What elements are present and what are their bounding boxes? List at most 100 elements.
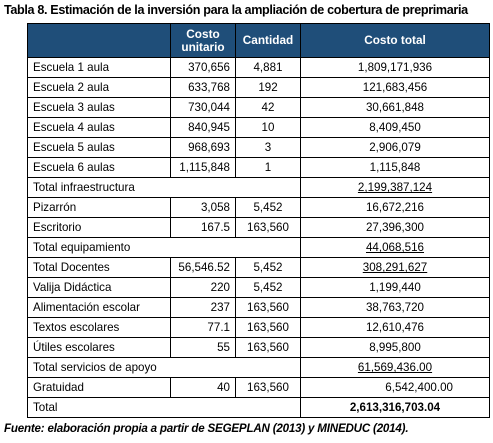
row-unit-cost-text: 40 <box>217 381 230 394</box>
row-label: Valija Didáctica <box>27 277 171 298</box>
table-header-row: Costo unitario Cantidad Costo total <box>27 23 490 58</box>
investment-table: Costo unitario Cantidad Costo total Escu… <box>27 23 490 418</box>
row-grand-total-text: 2,613,316,703.04 <box>349 401 441 414</box>
row-label-text: Alimentación escolar <box>33 301 140 314</box>
table-row: Escuela 2 aula 633,768 192 121,683,456 <box>27 77 490 98</box>
row-unit-cost-text: 55 <box>217 341 230 354</box>
row-quantity: 163,560 <box>235 217 301 238</box>
row-quantity: 163,560 <box>235 337 301 358</box>
row-label: Escuela 2 aula <box>27 77 171 98</box>
row-total-cost: 308,291,627 <box>300 257 490 278</box>
row-unit-cost: 56,546.52 <box>170 257 236 278</box>
row-label-text: Total equipamiento <box>33 241 131 254</box>
row-label: Escuela 4 aulas <box>27 117 171 138</box>
row-label-text: Valija Didáctica <box>33 281 112 294</box>
row-label-text: Escuela 6 aulas <box>33 161 115 174</box>
row-total-cost-text: 16,672,216 <box>365 201 425 214</box>
row-label-text: Pizarrón <box>33 201 77 214</box>
row-unit-cost: 730,044 <box>170 97 236 118</box>
row-total-cost-text: 6,542,400.00 <box>385 381 453 394</box>
row-quantity-text: 10 <box>261 121 275 134</box>
row-quantity: 5,452 <box>235 277 301 298</box>
row-label: Escritorio <box>27 217 171 238</box>
table-row: Total 2,613,316,703.04 <box>27 397 490 418</box>
row-total-cost-text: 8,995,800 <box>369 341 421 354</box>
row-unit-cost-text: 968,693 <box>188 141 230 154</box>
row-quantity-text: 5,452 <box>253 201 283 214</box>
row-unit-cost-text: 370,656 <box>188 61 230 74</box>
row-label-text: Escuela 2 aula <box>33 81 110 94</box>
row-label: Alimentación escolar <box>27 297 171 318</box>
table-row: Escuela 1 aula 370,656 4,881 1,809,171,936 <box>27 57 490 78</box>
row-label-text: Total <box>33 401 58 414</box>
table-row: Total servicios de apoyo 61,569,436.00 <box>27 357 490 378</box>
row-quantity: 42 <box>235 97 301 118</box>
row-label: Textos escolares <box>27 317 171 338</box>
row-quantity: 4,881 <box>235 57 301 78</box>
row-label: Total servicios de apoyo <box>27 357 301 378</box>
table-row: Gratuidad 40 163,560 6,542,400.00 <box>27 377 490 398</box>
row-label: Total <box>27 397 301 418</box>
row-total-cost: 1,199,440 <box>300 277 490 298</box>
table-source-note: Fuente: elaboración propia a partir de S… <box>4 422 409 435</box>
row-total-cost-text: 121,683,456 <box>362 81 428 94</box>
row-total-cost-text: 308,291,627 <box>362 261 428 274</box>
row-quantity-text: 42 <box>261 101 275 114</box>
row-label-text: Total infraestructura <box>33 181 135 194</box>
row-unit-cost: 633,768 <box>170 77 236 98</box>
row-unit-cost-text: 633,768 <box>188 81 230 94</box>
row-label: Total Docentes <box>27 257 171 278</box>
row-total-cost-text: 12,610,476 <box>365 321 425 334</box>
row-total-cost-text: 2,906,079 <box>369 141 421 154</box>
table-row: Escritorio 167.5 163,560 27,396,300 <box>27 217 490 238</box>
row-grand-total: 2,613,316,703.04 <box>300 397 490 418</box>
row-unit-cost-text: 237 <box>210 301 230 314</box>
row-total-cost: 121,683,456 <box>300 77 490 98</box>
row-subtotal: 44,068,516 <box>300 237 490 258</box>
row-quantity-text: 3 <box>264 141 272 154</box>
row-quantity-text: 1 <box>264 161 272 174</box>
row-label-text: Útiles escolares <box>33 341 115 354</box>
row-quantity: 5,452 <box>235 257 301 278</box>
row-unit-cost-text: 1,115,848 <box>179 161 230 174</box>
row-total-cost-text: 1,199,440 <box>369 281 421 294</box>
row-total-cost: 30,661,848 <box>300 97 490 118</box>
row-label: Escuela 1 aula <box>27 57 171 78</box>
row-quantity-text: 5,452 <box>253 261 283 274</box>
row-total-cost: 16,672,216 <box>300 197 490 218</box>
row-unit-cost-text: 3,058 <box>200 201 230 214</box>
table-row: Útiles escolares 55 163,560 8,995,800 <box>27 337 490 358</box>
row-quantity: 10 <box>235 117 301 138</box>
row-label-text: Total servicios de apoyo <box>33 361 157 374</box>
row-total-cost: 6,542,400.00 <box>300 377 490 398</box>
row-label-text: Escuela 3 aulas <box>33 101 115 114</box>
table-row: Escuela 4 aulas 840,945 10 8,409,450 <box>27 117 490 138</box>
row-quantity-text: 192 <box>258 81 278 94</box>
table-row: Textos escolares 77.1 163,560 12,610,476 <box>27 317 490 338</box>
row-unit-cost: 370,656 <box>170 57 236 78</box>
table-body: Escuela 1 aula 370,656 4,881 1,809,171,936 E… <box>27 57 490 418</box>
header-total-cost: Costo total <box>300 23 490 58</box>
row-unit-cost-text: 167.5 <box>200 221 230 234</box>
row-label-text: Escuela 1 aula <box>33 61 110 74</box>
row-subtotal: 2,199,387,124 <box>300 177 490 198</box>
row-total-cost: 2,906,079 <box>300 137 490 158</box>
row-label: Escuela 6 aulas <box>27 157 171 178</box>
row-quantity: 192 <box>235 77 301 98</box>
row-unit-cost: 1,115,848 <box>170 157 236 178</box>
row-quantity-text: 163,560 <box>247 301 289 314</box>
table-row: Pizarrón 3,058 5,452 16,672,216 <box>27 197 490 218</box>
table-row: Total infraestructura 2,199,387,124 <box>27 177 490 198</box>
row-quantity-text: 4,881 <box>253 61 283 74</box>
table-row: Escuela 6 aulas 1,115,848 1 1,115,848 <box>27 157 490 178</box>
row-label: Escuela 3 aulas <box>27 97 171 118</box>
row-label-text: Escuela 4 aulas <box>33 121 115 134</box>
row-unit-cost: 77.1 <box>170 317 236 338</box>
header-concept <box>27 23 171 58</box>
row-subtotal-text: 61,569,436.00 <box>357 361 433 374</box>
row-total-cost: 1,809,171,936 <box>300 57 490 78</box>
row-label-text: Gratuidad <box>33 381 84 394</box>
row-unit-cost-text: 220 <box>210 281 230 294</box>
row-quantity: 163,560 <box>235 297 301 318</box>
row-label: Gratuidad <box>27 377 171 398</box>
